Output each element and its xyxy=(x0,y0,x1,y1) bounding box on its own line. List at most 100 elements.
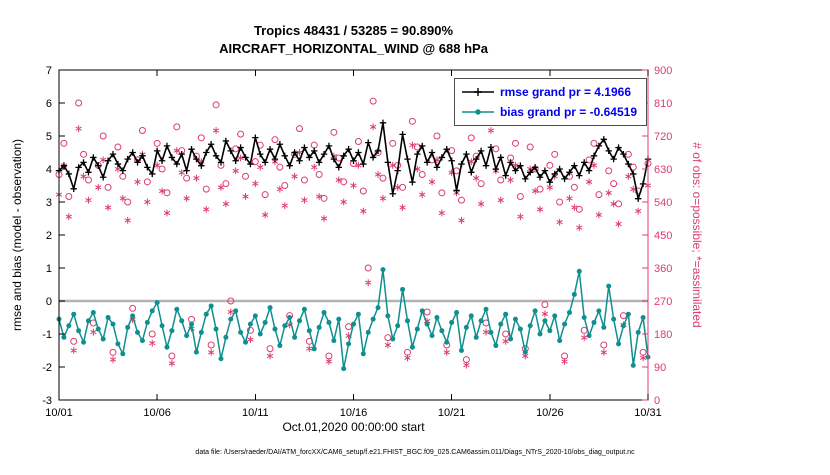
bias-marker xyxy=(527,323,533,329)
right-tick-label: 720 xyxy=(654,131,672,143)
possible-obs-marker xyxy=(80,150,88,158)
bias-marker xyxy=(458,348,464,353)
bias-marker xyxy=(184,333,190,339)
possible-obs-marker xyxy=(168,352,176,360)
legend: rmse grand pr = 4.1966 bias grand pr = -… xyxy=(453,78,647,126)
possible-obs-marker xyxy=(492,145,500,153)
bias-marker xyxy=(282,323,288,329)
possible-obs-marker xyxy=(232,145,240,153)
bias-marker xyxy=(66,323,72,329)
x-tick-label: 10/26 xyxy=(536,407,564,419)
bias-marker xyxy=(591,319,597,325)
left-tick-label: -3 xyxy=(42,395,52,407)
bias-marker xyxy=(473,334,479,340)
bias-marker xyxy=(193,349,199,355)
bias-marker xyxy=(326,319,332,325)
possible-obs-marker xyxy=(65,193,73,200)
possible-obs-marker xyxy=(516,193,524,200)
possible-obs-marker xyxy=(197,134,205,142)
possible-obs-marker xyxy=(60,139,68,147)
possible-obs-marker xyxy=(551,150,559,158)
bias-marker xyxy=(154,300,160,306)
bias-marker xyxy=(360,351,366,357)
possible-obs-marker xyxy=(502,330,510,338)
bias-marker xyxy=(370,316,376,322)
bias-marker xyxy=(120,351,126,357)
possible-obs-marker xyxy=(448,147,456,155)
bias-marker xyxy=(581,315,587,320)
bias-marker xyxy=(228,316,234,322)
bias-marker xyxy=(552,313,558,319)
right-tick-label: 630 xyxy=(654,164,672,176)
possible-obs-marker xyxy=(433,132,441,140)
bias-marker xyxy=(100,336,106,342)
possible-obs-marker xyxy=(536,185,544,193)
legend-item-rmse: rmse grand pr = 4.1966 xyxy=(461,83,637,101)
bias-marker xyxy=(292,334,298,340)
legend-label-rmse: rmse grand pr = 4.1966 xyxy=(499,85,632,99)
x-tick-label: 10/06 xyxy=(143,407,171,419)
bias-marker xyxy=(385,313,391,319)
bias-marker xyxy=(115,341,121,347)
possible-obs-marker xyxy=(99,132,107,140)
possible-obs-marker xyxy=(467,134,475,142)
bias-marker xyxy=(635,329,641,335)
possible-obs-marker xyxy=(104,183,112,191)
bias-marker xyxy=(478,318,484,324)
bias-marker xyxy=(424,321,430,327)
bias-marker xyxy=(542,318,548,324)
right-axis-label: # of obs: o=possible; *=assimilated xyxy=(690,142,704,328)
possible-obs-marker xyxy=(556,198,564,206)
bias-marker xyxy=(576,268,582,274)
possible-obs-marker xyxy=(271,136,279,144)
bias-marker xyxy=(252,313,258,319)
x-tick-label: 10/01 xyxy=(45,407,73,419)
plot-title-variable: AIRCRAFT_HORIZONTAL_WIND @ 688 hPa xyxy=(219,41,488,56)
bias-marker xyxy=(169,328,175,334)
bias-marker xyxy=(135,329,141,335)
bias-marker xyxy=(517,326,523,332)
bias-marker xyxy=(272,326,278,332)
possible-obs-marker xyxy=(384,334,392,342)
possible-obs-marker xyxy=(320,194,328,202)
bias-marker xyxy=(125,324,131,330)
possible-obs-marker xyxy=(300,176,308,184)
bias-marker xyxy=(508,336,514,342)
possible-obs-marker xyxy=(477,180,485,188)
possible-obs-marker xyxy=(389,139,397,147)
possible-obs-marker xyxy=(158,165,166,173)
legend-item-bias: bias grand pr = -0.64519 xyxy=(461,103,637,121)
possible-obs-marker xyxy=(438,189,446,197)
bias-marker xyxy=(287,315,293,320)
bias-marker xyxy=(537,331,543,337)
bias-marker xyxy=(488,329,494,335)
bias-marker xyxy=(208,303,214,309)
possible-obs-marker xyxy=(600,341,608,349)
bias-marker xyxy=(247,321,253,327)
possible-obs-marker xyxy=(423,308,431,316)
bias-marker xyxy=(218,356,224,362)
bias-marker xyxy=(346,341,352,347)
bias-marker xyxy=(454,310,460,316)
bias-marker xyxy=(306,328,312,334)
bias-marker xyxy=(512,316,518,322)
possible-obs-marker xyxy=(129,304,137,312)
possible-obs-marker xyxy=(364,264,372,272)
bias-marker xyxy=(439,328,445,334)
bias-marker xyxy=(429,333,435,339)
left-tick-label: 6 xyxy=(46,98,52,110)
bias-marker xyxy=(522,349,528,355)
possible-obs-marker xyxy=(340,178,348,186)
possible-obs-marker xyxy=(330,128,338,136)
right-tick-label: 0 xyxy=(654,395,660,407)
possible-obs-marker xyxy=(296,125,304,133)
bias-marker xyxy=(449,319,455,325)
left-tick-label: 4 xyxy=(46,164,52,176)
bias-marker xyxy=(493,343,499,349)
bias-marker xyxy=(557,338,563,344)
possible-obs-marker xyxy=(70,337,78,345)
possible-obs-marker xyxy=(114,143,122,151)
bias-marker xyxy=(149,308,155,314)
bias-marker xyxy=(606,283,612,289)
possible-obs-marker xyxy=(379,174,387,182)
